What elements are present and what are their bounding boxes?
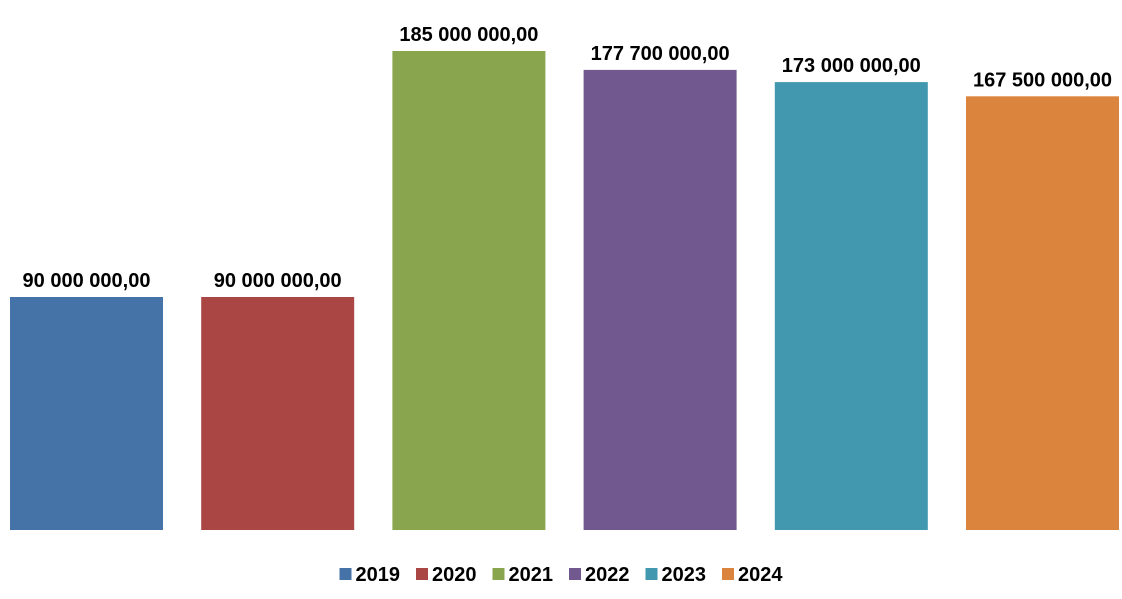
legend-item-2023: 2023 [645,564,707,586]
data-labels-layer: 90 000 000,00 90 000 000,00 185 000 000,00… [23,24,1112,292]
legend-marker-2019 [339,568,352,580]
legend-item-2022: 2022 [569,564,630,586]
legend-item-2021: 2021 [492,564,554,586]
data-label-2022: 177 700 000,00 [591,43,730,65]
legend-marker-2022 [569,568,581,580]
bar-2020 [201,297,355,530]
legend-marker-2024 [722,568,734,580]
legend-marker-2020 [416,568,428,580]
legend-marker-2023 [645,568,658,580]
bar-2021 [392,51,546,530]
bar-2022 [583,69,737,531]
legend-item-2020: 2020 [416,564,477,586]
bar-2023 [774,82,928,530]
data-label-2019: 90 000 000,00 [23,270,151,292]
legend: 2019 2020 2021 2022 2023 2024 [339,564,783,586]
bar-2019 [10,297,163,530]
bar-2024 [966,96,1119,531]
data-label-2023: 173 000 000,00 [782,55,921,77]
legend-item-2024: 2024 [722,564,783,586]
data-label-2024: 167 500 000,00 [973,69,1112,91]
legend-label-2024: 2024 [738,564,783,586]
legend-item-2019: 2019 [339,564,401,586]
legend-marker-2021 [492,568,505,580]
legend-label-2019: 2019 [356,564,401,586]
data-label-2021: 185 000 000,00 [399,24,538,46]
legend-label-2020: 2020 [432,564,477,586]
legend-label-2021: 2021 [509,564,554,586]
legend-label-2023: 2023 [662,564,707,586]
data-label-2020: 90 000 000,00 [214,270,342,292]
legend-label-2022: 2022 [585,564,630,586]
bars-layer [10,51,1119,531]
